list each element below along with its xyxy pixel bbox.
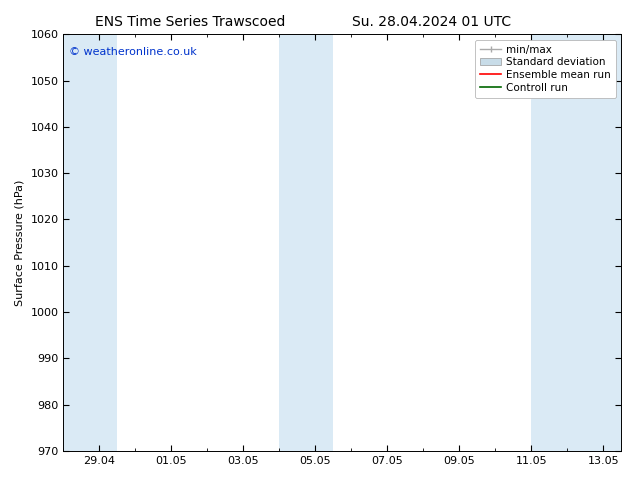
- Bar: [531, 34, 621, 451]
- Text: Su. 28.04.2024 01 UTC: Su. 28.04.2024 01 UTC: [352, 15, 510, 29]
- Legend: min/max, Standard deviation, Ensemble mean run, Controll run: min/max, Standard deviation, Ensemble me…: [475, 40, 616, 98]
- Text: ENS Time Series Trawscoed: ENS Time Series Trawscoed: [95, 15, 285, 29]
- Bar: [63, 34, 117, 451]
- Text: © weatheronline.co.uk: © weatheronline.co.uk: [69, 47, 197, 57]
- Y-axis label: Surface Pressure (hPa): Surface Pressure (hPa): [15, 179, 25, 306]
- Bar: [280, 34, 333, 451]
